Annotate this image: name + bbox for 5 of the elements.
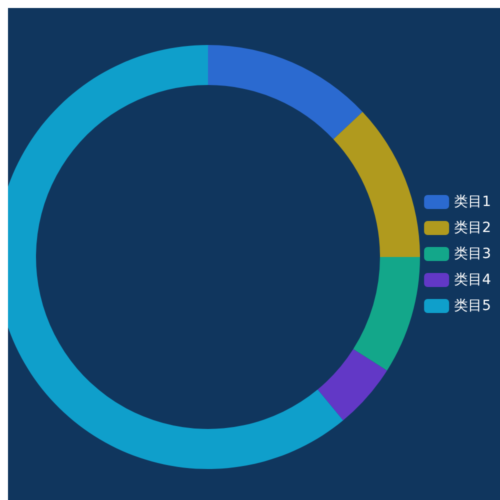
legend-label: 类目5	[454, 298, 492, 314]
legend-label: 类目1	[454, 194, 492, 210]
legend-label: 类目2	[454, 220, 492, 236]
legend-label: 类目3	[454, 246, 492, 262]
legend-label: 类目4	[454, 272, 492, 288]
